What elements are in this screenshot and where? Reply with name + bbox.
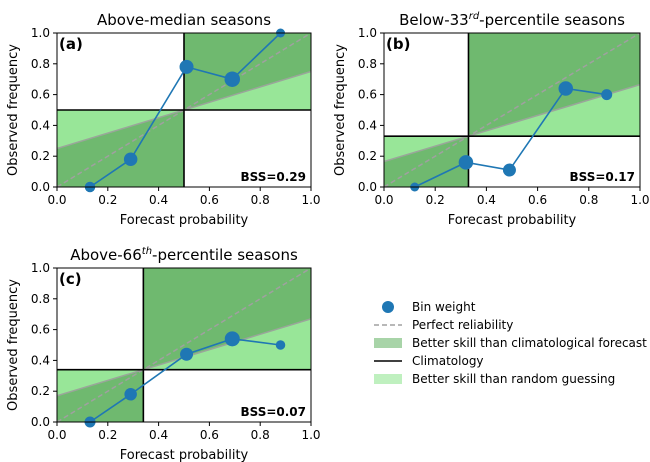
legend-label: Better skill than climatological forecas… [412,336,647,350]
title-part: -percentile seasons [152,246,298,264]
y-tick-label: 0.6 [358,88,377,102]
panel-c: 0.00.0 0.2 0.2 0.4 0.4 0.6 0.6 0.8 0.8 1.0 1.0 Fore… [6,246,321,462]
bss-annotation: BSS=0.29 [240,170,306,184]
bin-weight-point [179,59,194,74]
panel-label: (a) [59,35,83,53]
x-tick-label: 0.0 [374,193,393,207]
axes-frame [56,32,312,188]
perfect-reliability-line [57,268,311,422]
bin-weight-point [224,71,241,87]
legend: Bin weight Perfect reliability Better skil… [374,300,647,386]
bin-weight-point [224,331,240,347]
x-tick-label: 1.0 [301,193,320,207]
bss-annotation: BSS=0.17 [569,170,635,184]
y-tick-label: 0.4 [358,118,377,132]
plot-area [57,268,311,422]
x-tick-label: 0.4 [149,428,168,442]
x-tick-label: 0.2 [426,193,445,207]
legend-item: Climatology [374,354,484,368]
title-superscript: th [142,246,152,257]
perfect-reliability-line [384,33,640,187]
x-tick-label: 0.2 [98,193,117,207]
y-tick-label: 0.2 [358,149,377,163]
legend-item: Perfect reliability [374,318,513,332]
legend-item: Better skill than climatological forecas… [374,336,647,350]
bin-weight-point [558,81,574,96]
x-tick-label: 0.0 [47,428,66,442]
bin-weight-point [123,152,138,167]
plot-area [384,33,640,187]
legend-label: Perfect reliability [412,318,513,332]
legend-patch-icon [374,338,402,348]
y-tick-label: 0.2 [31,384,50,398]
y-tick-label: 0.8 [31,57,50,71]
x-tick-label: 0.4 [477,193,496,207]
x-tick-label: 0.6 [200,428,219,442]
y-axis-label: Observed frequency [6,44,21,176]
x-tick-label: 0.0 [47,193,66,207]
y-tick-label: 1.0 [31,26,50,40]
no-skill-line [384,83,640,163]
y-tick-label: 0.8 [358,57,377,71]
bin-weight-point [601,89,613,101]
legend-patch-icon [374,374,402,384]
panel-title: Above-median seasons [97,11,271,29]
title-part: Above-66 [70,246,142,264]
bin-weight-point [502,163,516,177]
x-axis-label: Forecast probability [120,448,249,462]
bin-weight-point [180,347,194,361]
title-part: Below-33 [399,11,469,29]
y-axis-label: Observed frequency [6,279,21,411]
y-tick-label: 0.0 [31,415,50,429]
x-tick-label: 0.8 [251,428,270,442]
bin-weight-point [458,155,474,170]
y-tick-label: 0.4 [31,118,50,132]
x-tick-label: 0.6 [200,193,219,207]
panel-title: Above-66th-percentile seasons [70,246,298,264]
panel-label: (c) [59,270,82,288]
axes-frame [383,32,641,188]
legend-marker-icon [382,301,394,313]
x-tick-label: 0.8 [579,193,598,207]
bin-weight-point [275,340,286,350]
y-tick-label: 0.6 [31,323,50,337]
x-axis-label: Forecast probability [120,213,249,228]
x-tick-label: 0.6 [528,193,547,207]
y-tick-label: 0.6 [31,88,50,102]
title-part: -percentile seasons [479,11,625,29]
legend-label: Climatology [412,354,484,368]
y-tick-label: 1.0 [358,26,377,40]
y-tick-label: 0.4 [31,353,50,367]
y-tick-label: 0.2 [31,149,50,163]
y-tick-label: 0.8 [31,292,50,306]
legend-item: Better skill than random guessing [374,372,615,386]
y-tick-label: 0.0 [358,180,377,194]
bss-annotation: BSS=0.07 [240,405,306,419]
y-tick-label: 1.0 [31,261,50,275]
legend-label: Better skill than random guessing [412,372,615,386]
plot-area [57,33,311,187]
y-tick-label: 0.0 [31,180,50,194]
panel-title: Below-33rd-percentile seasons [399,11,625,29]
x-tick-label: 1.0 [301,428,320,442]
x-tick-label: 1.0 [630,193,649,207]
legend-item: Bin weight [382,300,476,314]
axes-frame [56,267,312,423]
panel-a: 0.00.0 0.2 0.2 0.4 0.4 0.6 0.6 0.8 0.8 1.0 1.0 Fore… [6,11,321,228]
bin-weight-point [124,388,137,401]
x-tick-label: 0.2 [98,428,117,442]
x-tick-label: 0.8 [251,193,270,207]
legend-label: Bin weight [412,300,476,314]
x-axis-label: Forecast probability [448,213,577,228]
y-axis-label: Observed frequency [333,44,348,176]
x-tick-label: 0.4 [149,193,168,207]
title-superscript: rd [469,11,480,22]
panel-b: 0.00.0 0.2 0.2 0.4 0.4 0.6 0.6 0.8 0.8 1.0 1.0 Fore… [333,11,650,228]
panel-label: (b) [386,35,410,53]
